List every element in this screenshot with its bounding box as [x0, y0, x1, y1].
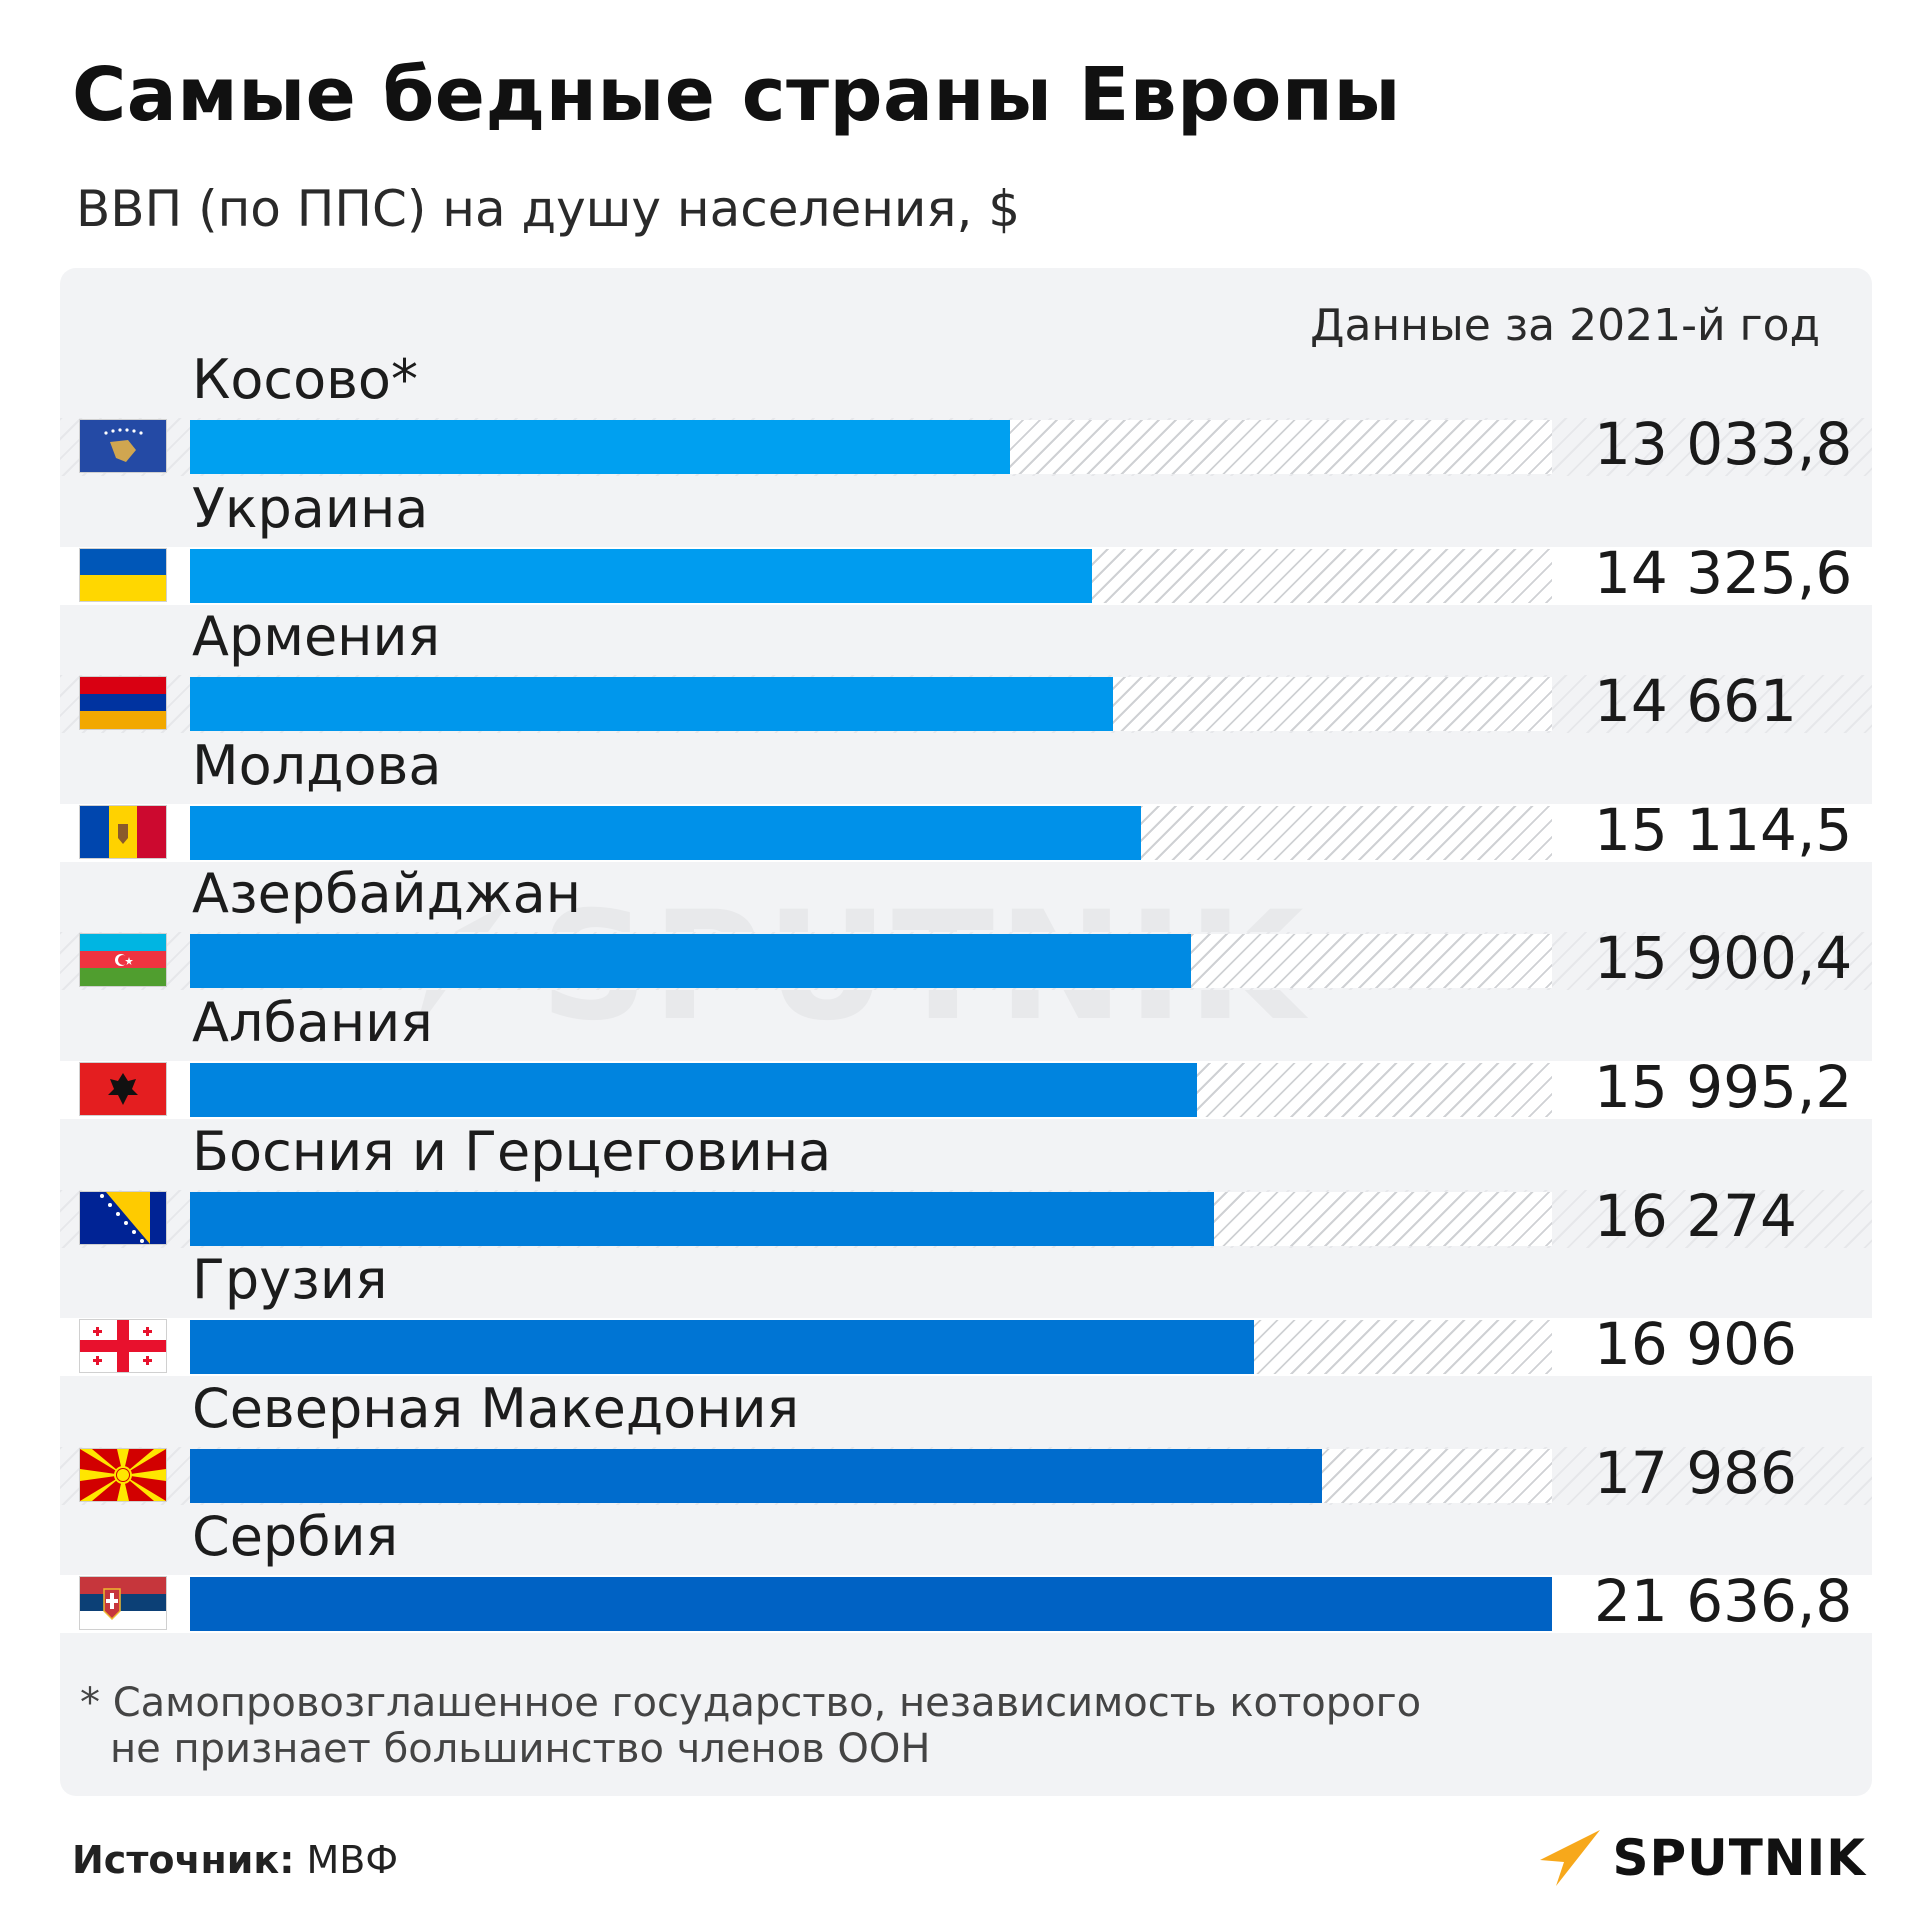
moldova-flag-icon: [80, 805, 166, 858]
category-label: Украина: [192, 476, 429, 540]
sputnik-logo: SPUTNIK: [1538, 1828, 1866, 1888]
value-label: 17 986: [1594, 1438, 1797, 1507]
category-label: Грузия: [192, 1248, 388, 1312]
bar: [190, 934, 1191, 989]
georgia-flag-icon: [80, 1320, 166, 1373]
value-label: 15 114,5: [1594, 795, 1853, 864]
bar: [190, 1577, 1552, 1632]
brand-name: SPUTNIK: [1612, 1829, 1866, 1887]
footnote-line-2: не признает большинство членов ООН: [110, 1726, 931, 1772]
category-label: Молдова: [192, 733, 442, 797]
bar: [190, 1320, 1255, 1375]
bar: [190, 677, 1113, 732]
bar: [190, 805, 1142, 860]
value-label: 15 900,4: [1594, 924, 1853, 993]
bar: [190, 1448, 1323, 1503]
kosovo-flag-icon: [80, 420, 166, 472]
bar: [190, 1191, 1215, 1246]
source-credit: Источник: МВФ: [72, 1838, 398, 1882]
value-label: 16 274: [1594, 1181, 1797, 1250]
category-label: Азербайджан: [192, 862, 582, 926]
armenia-flag-icon: [80, 677, 166, 730]
value-label: 14 661: [1594, 667, 1797, 736]
year-note: Данные за 2021-й год: [1310, 300, 1820, 351]
north-macedonia-flag-icon: [80, 1448, 166, 1501]
value-label: 15 995,2: [1594, 1053, 1853, 1121]
category-label: Сербия: [192, 1505, 399, 1569]
source-value: МВФ: [306, 1838, 399, 1882]
category-label: Северная Македония: [192, 1376, 800, 1440]
footnote: * Самопровозглашенное государство, незав…: [80, 1680, 1421, 1772]
chart-panel: [60, 268, 1872, 1796]
value-label: 21 636,8: [1594, 1567, 1853, 1636]
bar: [190, 420, 1011, 474]
serbia-flag-icon: [80, 1577, 166, 1630]
footnote-line-1: * Самопровозглашенное государство, незав…: [80, 1680, 1422, 1726]
azerbaijan-flag-icon: [80, 934, 166, 987]
chart-subtitle: ВВП (по ППС) на душу населения, $: [76, 180, 1021, 238]
value-label: 14 325,6: [1594, 538, 1853, 607]
bosnia-flag-icon: [80, 1191, 166, 1244]
sputnik-arrow-icon: [1540, 1830, 1601, 1886]
category-label: Косово*: [192, 348, 418, 411]
page-title: Самые бедные страны Европы: [72, 52, 1401, 138]
value-label: 13 033,8: [1594, 410, 1853, 478]
bar: [190, 1063, 1197, 1117]
category-label: Албания: [192, 991, 433, 1054]
albania-flag-icon: [80, 1063, 166, 1115]
category-label: Армения: [192, 605, 441, 669]
source-label: Источник:: [72, 1838, 295, 1882]
category-label: Босния и Герцеговина: [192, 1119, 832, 1183]
value-label: 16 906: [1594, 1310, 1797, 1379]
bar: [190, 548, 1092, 603]
ukraine-flag-icon: [80, 548, 166, 601]
